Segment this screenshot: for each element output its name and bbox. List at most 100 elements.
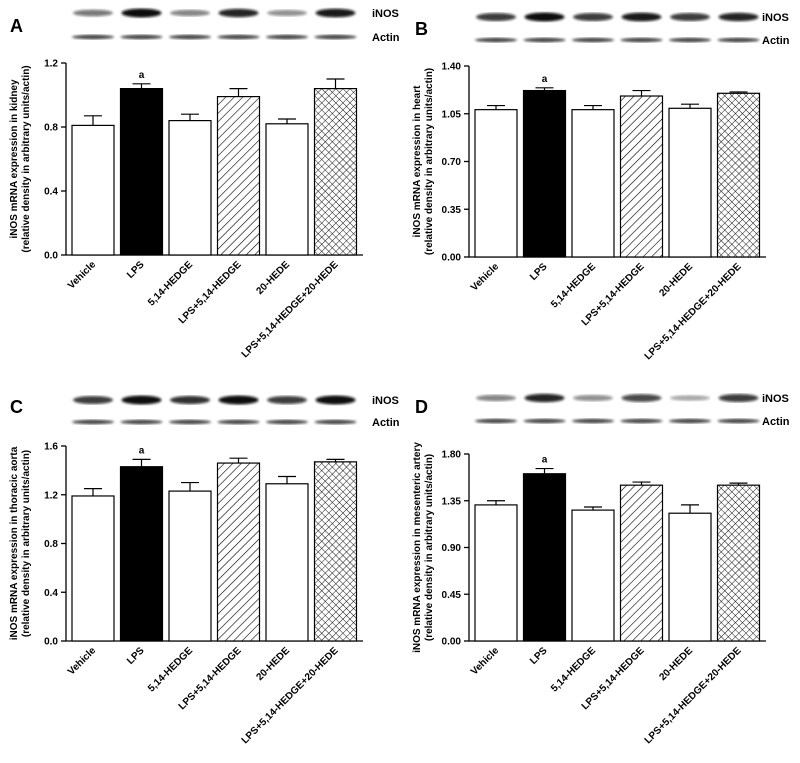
error-bar bbox=[84, 115, 102, 126]
y-tick-label: 0.90 bbox=[442, 543, 462, 554]
bar bbox=[522, 473, 567, 642]
blot-label: iNOS bbox=[762, 12, 789, 24]
x-tick-label: LPS bbox=[528, 645, 550, 667]
blot-band bbox=[121, 395, 162, 405]
blot-band bbox=[620, 418, 663, 424]
blot-band bbox=[72, 419, 114, 425]
y-axis-label: (relative density in arbitrary units/act… bbox=[21, 450, 32, 637]
y-axis-label: iNOS mRNA expression in heart bbox=[412, 85, 423, 238]
blot-label: Actin bbox=[372, 32, 400, 44]
y-tick-label: 1.35 bbox=[442, 496, 462, 507]
error-bar bbox=[681, 103, 699, 109]
bar bbox=[619, 484, 664, 642]
error-bar bbox=[229, 457, 248, 464]
y-tick-label: 0.4 bbox=[44, 588, 58, 599]
error-bar bbox=[632, 89, 651, 97]
error-bar bbox=[729, 482, 748, 486]
x-tick-label: LPS+5,14-HEDGE+20-HEDE bbox=[240, 645, 341, 746]
panel-letter: A bbox=[10, 16, 23, 36]
blot-band bbox=[475, 37, 517, 43]
blot-label: iNOS bbox=[372, 395, 399, 407]
annotation: a bbox=[139, 445, 145, 456]
blot-band bbox=[621, 394, 662, 402]
error-bar bbox=[181, 113, 199, 121]
blot-band bbox=[524, 12, 565, 22]
x-tick-label: Vehicle bbox=[469, 645, 501, 677]
bar bbox=[168, 119, 212, 256]
error-bar bbox=[584, 104, 602, 110]
y-tick-label: 1.2 bbox=[44, 490, 58, 501]
annotation: a bbox=[139, 70, 145, 81]
error-bar bbox=[229, 87, 248, 97]
bar bbox=[313, 87, 358, 256]
y-tick-label: 0.4 bbox=[44, 187, 58, 198]
y-tick-label: 0.00 bbox=[442, 253, 462, 264]
blot-band bbox=[476, 13, 516, 21]
blot-band bbox=[218, 8, 259, 18]
x-tick-label: 5,14-HEDGE bbox=[549, 645, 598, 694]
error-bar bbox=[326, 78, 345, 89]
blot-band bbox=[717, 37, 760, 43]
y-tick-label: 1.05 bbox=[442, 109, 462, 120]
bar bbox=[474, 109, 518, 258]
y-tick-label: 1.40 bbox=[442, 62, 462, 73]
blot-band bbox=[170, 395, 210, 405]
blot-band bbox=[670, 13, 710, 21]
bar bbox=[168, 490, 212, 642]
blot-band bbox=[267, 9, 307, 17]
blot-label: Actin bbox=[372, 417, 400, 429]
error-bar bbox=[84, 488, 102, 496]
error-bar bbox=[132, 83, 151, 89]
blot-label: iNOS bbox=[762, 393, 789, 405]
x-tick-label: LPS+5,14-HEDGE+20-HEDE bbox=[643, 261, 744, 362]
x-tick-label: 20-HEDE bbox=[657, 261, 695, 299]
y-tick-label: 1.80 bbox=[442, 450, 462, 461]
bar bbox=[571, 109, 615, 258]
blot-band bbox=[169, 419, 211, 425]
y-tick-label: 1.6 bbox=[44, 442, 58, 453]
blot-band bbox=[170, 9, 210, 17]
bar bbox=[668, 512, 712, 642]
blot-band bbox=[73, 9, 113, 17]
error-bar bbox=[729, 91, 748, 94]
y-tick-label: 1.2 bbox=[44, 59, 58, 70]
y-tick-label: 0.0 bbox=[44, 251, 58, 262]
blot-band bbox=[524, 393, 565, 403]
y-tick-label: 0.0 bbox=[44, 637, 58, 648]
x-tick-label: 5,14-HEDGE bbox=[146, 259, 195, 308]
error-bar bbox=[278, 475, 296, 484]
x-tick-label: LPS bbox=[125, 259, 147, 281]
blot-band bbox=[523, 37, 566, 43]
blot-band bbox=[315, 395, 356, 405]
blot-band bbox=[217, 34, 260, 40]
bar bbox=[216, 462, 261, 642]
y-tick-label: 0.70 bbox=[442, 157, 462, 168]
error-bar bbox=[681, 504, 699, 514]
panel-letter: D bbox=[415, 397, 428, 417]
blot-band bbox=[718, 394, 759, 402]
blot-band bbox=[218, 395, 259, 405]
y-axis-label: (relative density in arbitrary units/act… bbox=[424, 68, 435, 255]
panel-letter: C bbox=[10, 397, 23, 417]
blot-band bbox=[314, 34, 357, 40]
x-tick-label: LPS+5,14-HEDGE+20-HEDE bbox=[643, 645, 744, 746]
x-tick-label: 5,14-HEDGE bbox=[549, 261, 598, 310]
y-tick-label: 0.35 bbox=[442, 205, 462, 216]
y-axis-label: (relative density in arbitrary units/act… bbox=[21, 65, 32, 252]
bar bbox=[71, 124, 115, 256]
x-tick-label: LPS bbox=[528, 261, 550, 283]
y-tick-label: 0.00 bbox=[442, 637, 462, 648]
x-tick-label: LPS bbox=[125, 645, 147, 667]
y-axis-label: iNOS mRNA expression in thoracic aorta bbox=[9, 446, 20, 640]
error-bar bbox=[278, 118, 296, 124]
blot-band bbox=[314, 419, 357, 425]
error-bar bbox=[181, 481, 199, 492]
bar bbox=[119, 466, 164, 642]
bar bbox=[716, 484, 761, 642]
blot-label: iNOS bbox=[372, 8, 399, 20]
x-tick-label: Vehicle bbox=[66, 259, 98, 291]
blot-band bbox=[266, 34, 308, 40]
bar bbox=[571, 509, 615, 642]
